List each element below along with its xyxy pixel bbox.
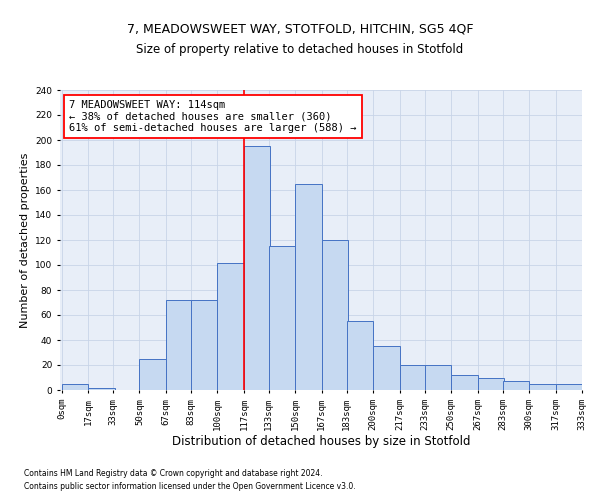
Bar: [269, 246, 295, 390]
Bar: [347, 322, 373, 390]
Text: Contains HM Land Registry data © Crown copyright and database right 2024.: Contains HM Land Registry data © Crown c…: [24, 468, 323, 477]
Bar: [529, 384, 556, 390]
Bar: [556, 384, 582, 390]
Bar: [88, 388, 115, 390]
Bar: [425, 365, 451, 390]
Bar: [191, 300, 217, 390]
Bar: [503, 381, 529, 390]
Bar: [166, 300, 193, 390]
Bar: [451, 375, 478, 390]
Bar: [217, 262, 244, 390]
X-axis label: Distribution of detached houses by size in Stotfold: Distribution of detached houses by size …: [172, 436, 470, 448]
Bar: [62, 384, 88, 390]
Bar: [322, 240, 348, 390]
Text: 7, MEADOWSWEET WAY, STOTFOLD, HITCHIN, SG5 4QF: 7, MEADOWSWEET WAY, STOTFOLD, HITCHIN, S…: [127, 22, 473, 36]
Bar: [139, 359, 166, 390]
Y-axis label: Number of detached properties: Number of detached properties: [20, 152, 29, 328]
Bar: [373, 346, 400, 390]
Bar: [244, 146, 271, 390]
Bar: [478, 378, 504, 390]
Text: Size of property relative to detached houses in Stotfold: Size of property relative to detached ho…: [136, 42, 464, 56]
Text: Contains public sector information licensed under the Open Government Licence v3: Contains public sector information licen…: [24, 482, 356, 491]
Bar: [295, 184, 322, 390]
Bar: [400, 365, 426, 390]
Text: 7 MEADOWSWEET WAY: 114sqm
← 38% of detached houses are smaller (360)
61% of semi: 7 MEADOWSWEET WAY: 114sqm ← 38% of detac…: [70, 100, 357, 133]
